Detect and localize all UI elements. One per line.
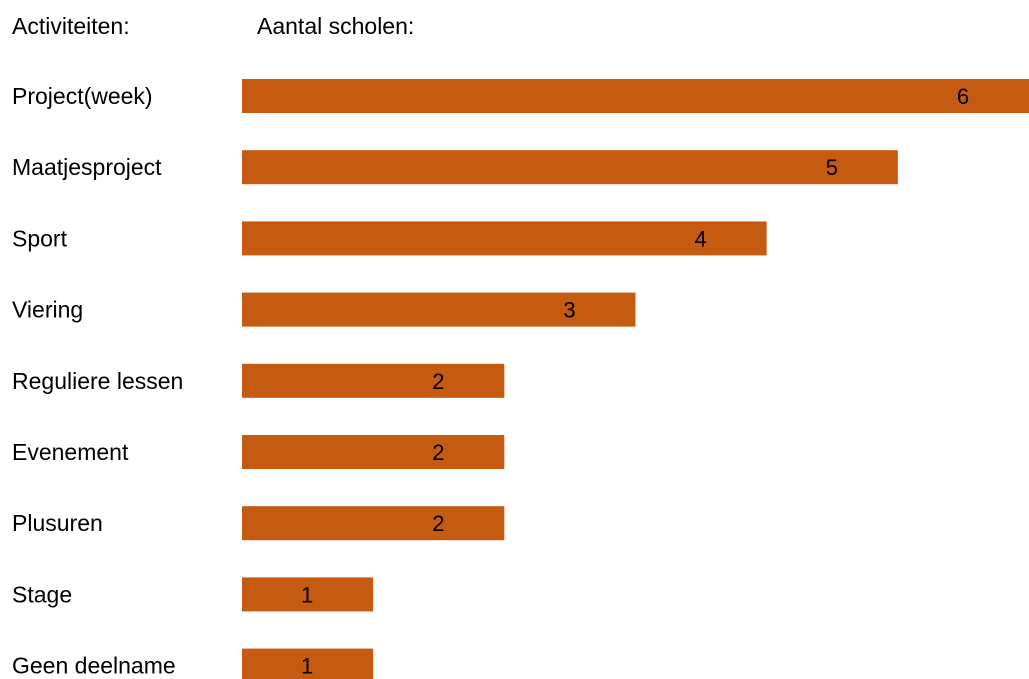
value-label: 5 (826, 155, 838, 180)
value-label: 2 (432, 369, 444, 394)
category-label: Project(week) (12, 83, 153, 109)
category-label: Stage (12, 581, 72, 607)
bar (242, 648, 374, 679)
bar (242, 221, 767, 256)
value-label: 6 (957, 84, 969, 109)
categories-header: Activiteiten: (12, 13, 130, 39)
category-label: Geen deelname (12, 653, 176, 679)
value-label: 3 (563, 298, 575, 323)
bar (242, 435, 505, 469)
bar (242, 79, 1029, 113)
category-label: Evenement (12, 439, 129, 465)
bar (242, 506, 505, 541)
category-label: Reguliere lessen (12, 368, 183, 394)
value-label: 2 (432, 511, 444, 536)
bar (242, 150, 898, 185)
value-label: 1 (301, 654, 313, 679)
value-label: 1 (301, 582, 313, 607)
values-header: Aantal scholen: (257, 13, 414, 39)
value-label: 4 (695, 226, 707, 251)
bar (242, 292, 636, 327)
category-label: Plusuren (12, 510, 103, 536)
bars-group: Project(week) 6 Maatjesproject 5 Sport 4 Vieri… (12, 79, 1029, 679)
bar (242, 363, 505, 398)
category-label: Sport (12, 225, 68, 251)
category-label: Maatjesproject (12, 154, 162, 180)
category-label: Viering (12, 297, 83, 323)
value-label: 2 (432, 440, 444, 465)
bar (242, 577, 374, 612)
